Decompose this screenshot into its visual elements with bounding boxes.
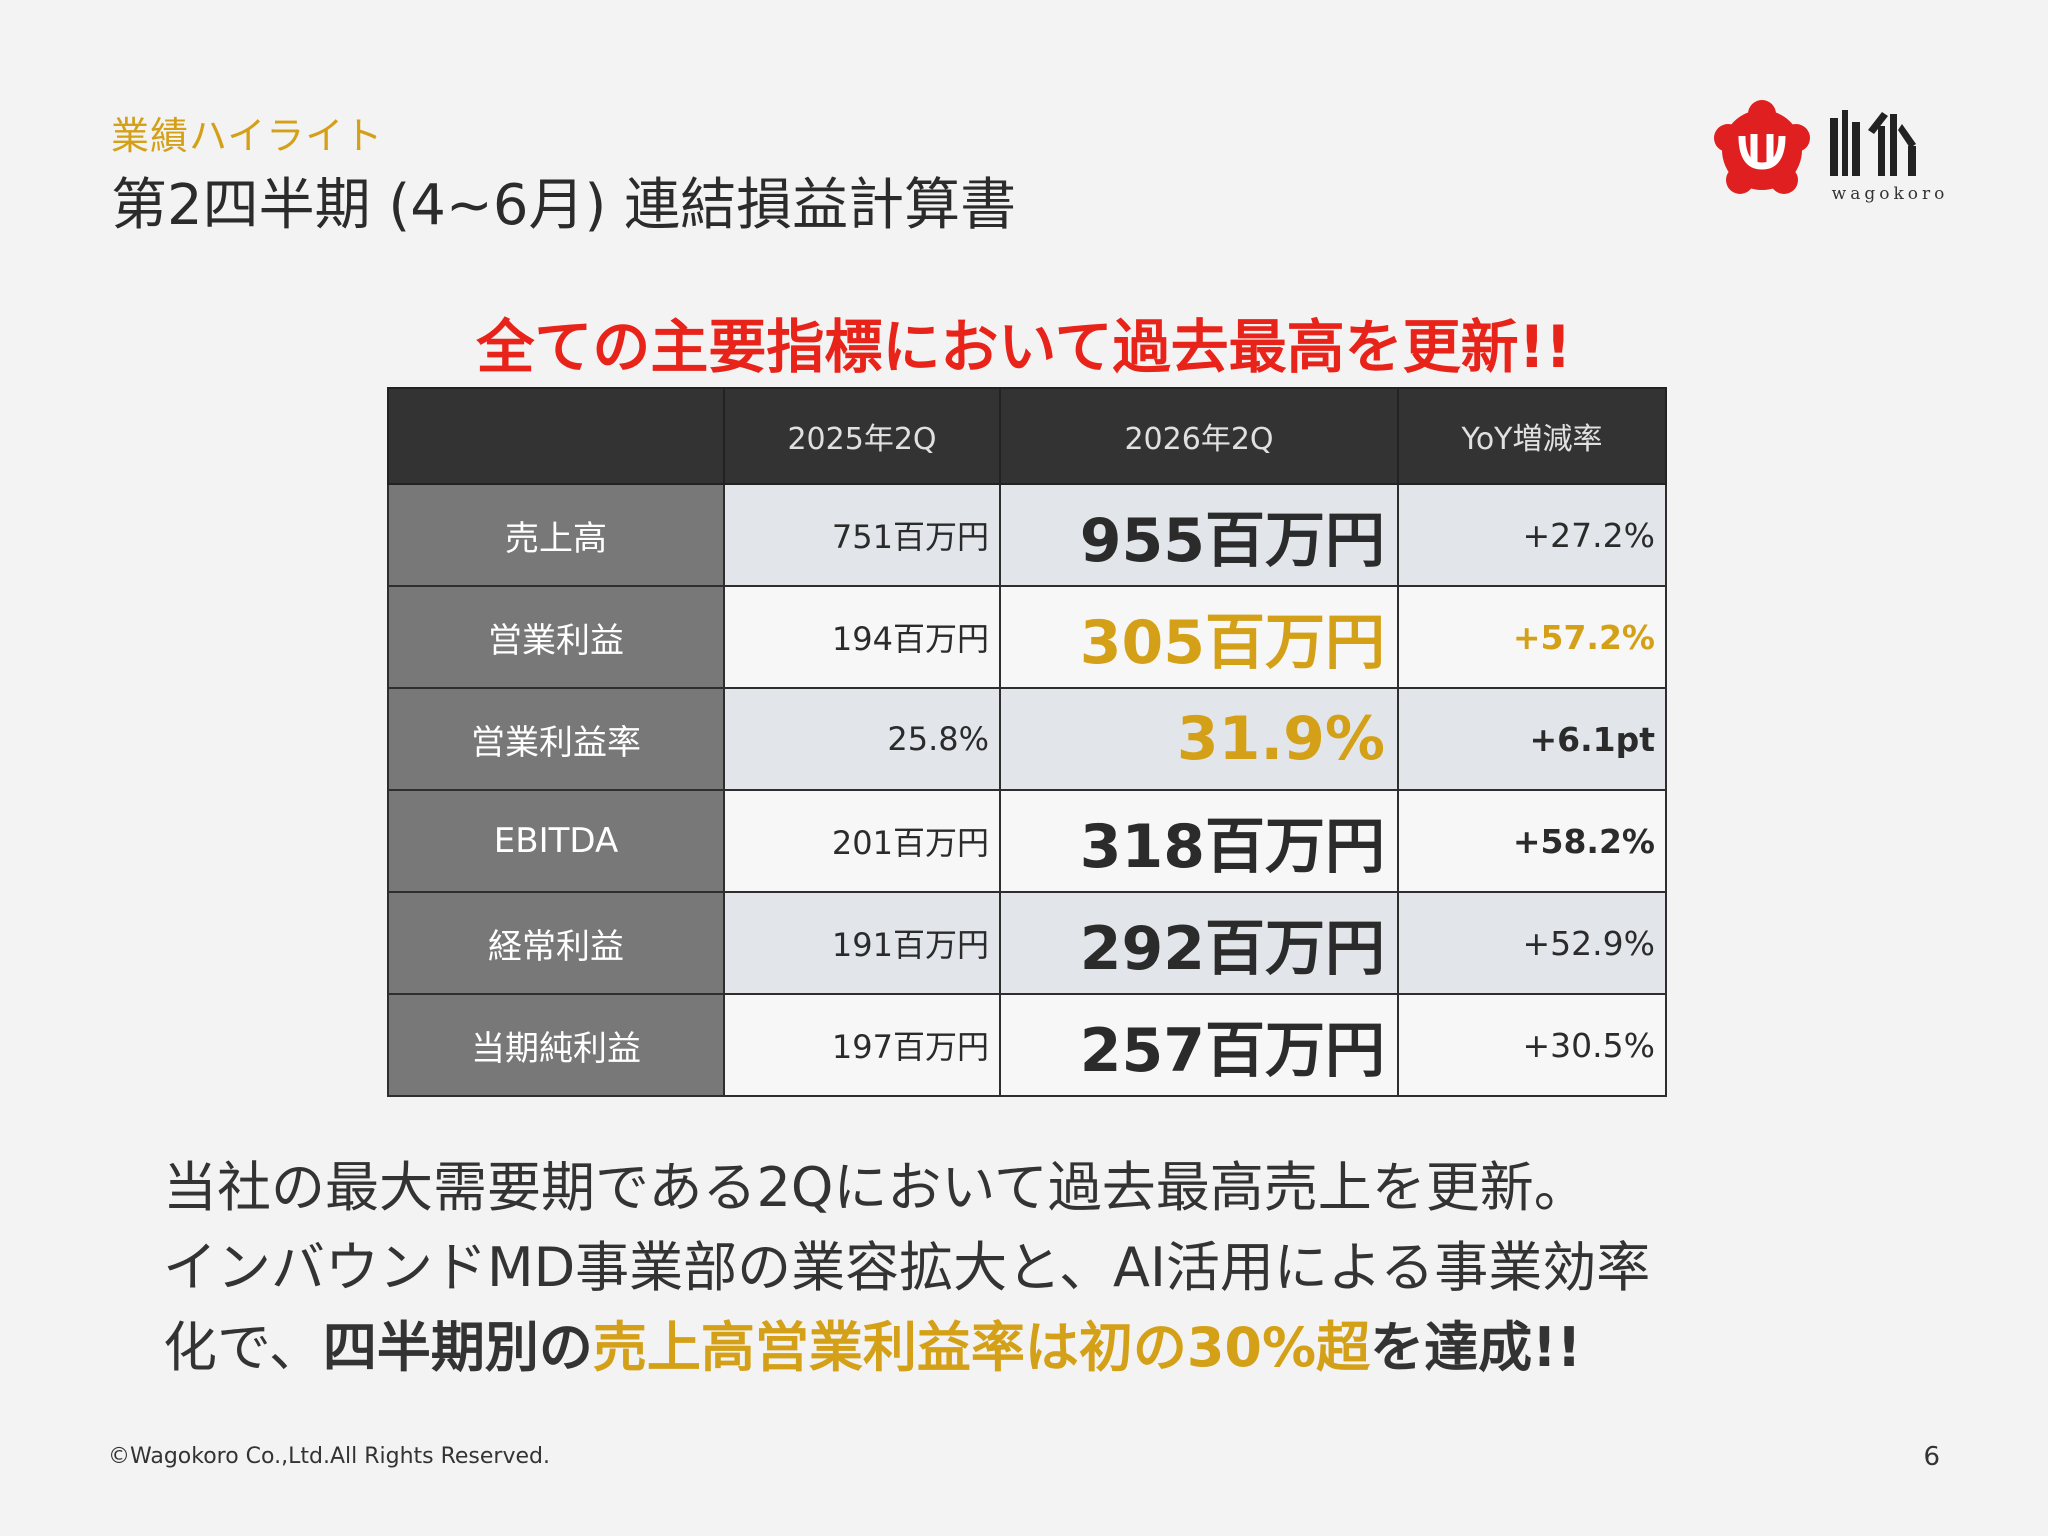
summary-achievement: を達成!! bbox=[1370, 1316, 1582, 1379]
table-row: 営業利益 194百万円 305百万円 +57.2% bbox=[387, 585, 1667, 689]
headline: 全ての主要指標において過去最高を更新!! bbox=[476, 313, 1572, 381]
current-value: 31.9% bbox=[999, 687, 1399, 791]
table-row: EBITDA 201百万円 318百万円 +58.2% bbox=[387, 789, 1667, 893]
table-row: 売上高 751百万円 955百万円 +27.2% bbox=[387, 483, 1667, 587]
logo-wordmark: wagokoro bbox=[1831, 184, 1949, 204]
current-value: 305百万円 bbox=[999, 585, 1399, 689]
table-row: 当期純利益 197百万円 257百万円 +30.5% bbox=[387, 993, 1667, 1097]
yoy-value: +58.2% bbox=[1397, 789, 1667, 893]
prev-value: 197百万円 bbox=[723, 993, 1001, 1097]
yoy-value: +6.1pt bbox=[1397, 687, 1667, 791]
yoy-value: +52.9% bbox=[1397, 891, 1667, 995]
table-header-row: 2025年2Q 2026年2Q YoY増減率 bbox=[387, 387, 1667, 485]
yoy-value: +27.2% bbox=[1397, 483, 1667, 587]
section-label: 業績ハイライト bbox=[111, 114, 384, 158]
table-row: 営業利益率 25.8% 31.9% +6.1pt bbox=[387, 687, 1667, 791]
summary-line-2: インバウンドMD事業部の業容拡大と、AI活用による事業効率 bbox=[163, 1236, 1651, 1299]
page-title: 第2四半期 (4~6月) 連結損益計算書 bbox=[111, 173, 1017, 238]
row-label: 当期純利益 bbox=[387, 993, 725, 1097]
summary-line-1: 当社の最大需要期である2Qにおいて過去最高売上を更新。 bbox=[163, 1156, 1588, 1219]
current-value: 257百万円 bbox=[999, 993, 1399, 1097]
prev-value: 25.8% bbox=[723, 687, 1001, 791]
yoy-value: +57.2% bbox=[1397, 585, 1667, 689]
page-number: 6 bbox=[1923, 1442, 1940, 1472]
summary-line-3-prefix: 化で、 bbox=[163, 1316, 323, 1379]
table-row: 経常利益 191百万円 292百万円 +52.9% bbox=[387, 891, 1667, 995]
header-yoy: YoY増減率 bbox=[1397, 387, 1667, 485]
yoy-value: +30.5% bbox=[1397, 993, 1667, 1097]
logo-flower-icon bbox=[1714, 100, 1810, 194]
summary-highlight: 売上高営業利益率は初の30%超 bbox=[592, 1316, 1371, 1379]
row-label: 経常利益 bbox=[387, 891, 725, 995]
current-value: 955百万円 bbox=[999, 483, 1399, 587]
logo-mark-icon bbox=[1830, 110, 1916, 176]
row-label: 営業利益率 bbox=[387, 687, 725, 791]
prev-value: 194百万円 bbox=[723, 585, 1001, 689]
prev-value: 201百万円 bbox=[723, 789, 1001, 893]
row-label: 売上高 bbox=[387, 483, 725, 587]
summary-line-3: 化で、四半期別の売上高営業利益率は初の30%超を達成!! bbox=[163, 1308, 1963, 1388]
summary-text: 当社の最大需要期である2Qにおいて過去最高売上を更新。 インバウンドMD事業部の… bbox=[163, 1148, 1963, 1388]
header-2025-2q: 2025年2Q bbox=[723, 387, 1001, 485]
current-value: 292百万円 bbox=[999, 891, 1399, 995]
row-label: EBITDA bbox=[387, 789, 725, 893]
current-value: 318百万円 bbox=[999, 789, 1399, 893]
copyright: ©Wagokoro Co.,Ltd.All Rights Reserved. bbox=[108, 1444, 550, 1469]
prev-value: 751百万円 bbox=[723, 483, 1001, 587]
prev-value: 191百万円 bbox=[723, 891, 1001, 995]
wagokoro-logo bbox=[1714, 100, 1916, 194]
header-empty bbox=[387, 387, 725, 485]
row-label: 営業利益 bbox=[387, 585, 725, 689]
summary-emphasis: 四半期別の bbox=[322, 1316, 593, 1379]
header-2026-2q: 2026年2Q bbox=[999, 387, 1399, 485]
kpi-table: 2025年2Q 2026年2Q YoY増減率 売上高 751百万円 955百万円… bbox=[387, 387, 1667, 1097]
